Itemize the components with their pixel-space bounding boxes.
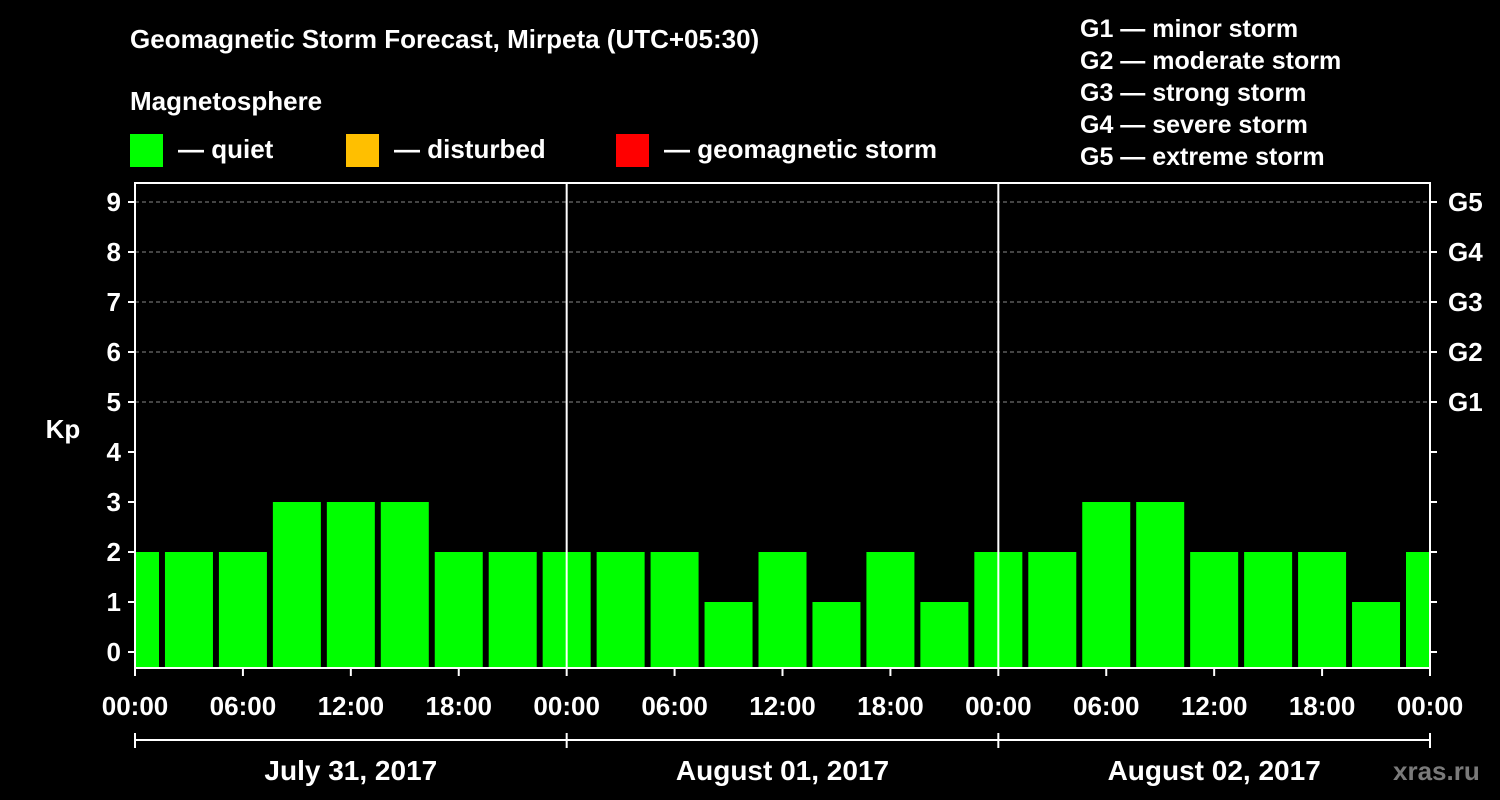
kp-bar [1352, 602, 1401, 668]
watermark: xras.ru [1393, 756, 1480, 786]
x-tick-label: 12:00 [1181, 691, 1248, 721]
g-scale-g3: G3 — strong storm [1080, 79, 1307, 107]
day-label: August 02, 2017 [1108, 755, 1321, 786]
kp-bar [1082, 502, 1131, 668]
kp-bar [1406, 552, 1429, 668]
kp-bar [326, 502, 375, 668]
kp-bar [704, 602, 753, 668]
x-tick-label: 06:00 [1073, 691, 1140, 721]
x-tick-label: 12:00 [318, 691, 385, 721]
x-tick-label: 00:00 [533, 691, 600, 721]
g-axis-label: G3 [1448, 287, 1483, 317]
kp-bar [1244, 552, 1293, 668]
x-tick-label: 00:00 [102, 691, 169, 721]
g-axis-label: G2 [1448, 337, 1483, 367]
kp-bar [272, 502, 321, 668]
x-tick-label: 06:00 [641, 691, 708, 721]
y-tick-label: 2 [107, 537, 121, 567]
legend-swatch-disturbed [346, 134, 379, 167]
y-tick-label: 1 [107, 587, 121, 617]
legend-label-storm: — geomagnetic storm [664, 134, 938, 164]
kp-bar [1190, 552, 1239, 668]
kp-bar [488, 552, 537, 668]
g-scale-g1: G1 — minor storm [1080, 15, 1299, 43]
kp-bar [434, 552, 483, 668]
y-axis-label: Kp [46, 414, 81, 444]
y-tick-label: 7 [107, 287, 121, 317]
kp-bar [650, 552, 699, 668]
legend-label-quiet: — quiet [178, 134, 274, 164]
x-tick-label: 00:00 [965, 691, 1032, 721]
y-tick-label: 9 [107, 187, 121, 217]
y-tick-label: 5 [107, 387, 121, 417]
x-tick-label: 00:00 [1397, 691, 1464, 721]
kp-bar [1028, 552, 1077, 668]
kp-bar [380, 502, 429, 668]
g-scale-g5: G5 — extreme storm [1080, 143, 1325, 171]
g-axis-label: G4 [1448, 237, 1483, 267]
magnetosphere-label: Magnetosphere [130, 86, 323, 116]
kp-bar [920, 602, 969, 668]
chart-title: Geomagnetic Storm Forecast, Mirpeta (UTC… [130, 24, 760, 54]
y-tick-label: 0 [107, 637, 121, 667]
y-tick-label: 4 [107, 437, 122, 467]
day-label: August 01, 2017 [676, 755, 889, 786]
g-axis-label: G1 [1448, 387, 1483, 417]
kp-bar [812, 602, 861, 668]
kp-bar [218, 552, 267, 668]
kp-bar [758, 552, 807, 668]
kp-bar [866, 552, 915, 668]
kp-bar [1136, 502, 1185, 668]
x-tick-label: 18:00 [1289, 691, 1356, 721]
legend-label-disturbed: — disturbed [394, 134, 546, 164]
g-scale-g2: G2 — moderate storm [1080, 47, 1342, 75]
x-tick-label: 18:00 [426, 691, 493, 721]
kp-bar [164, 552, 213, 668]
kp-bar [596, 552, 645, 668]
kp-bar [136, 552, 159, 668]
x-tick-label: 12:00 [749, 691, 816, 721]
legend-swatch-quiet [130, 134, 163, 167]
y-tick-label: 3 [107, 487, 121, 517]
legend-swatch-storm [616, 134, 649, 167]
y-tick-label: 8 [107, 237, 121, 267]
day-label: July 31, 2017 [264, 755, 437, 786]
x-tick-label: 18:00 [857, 691, 924, 721]
kp-bar [1298, 552, 1347, 668]
x-tick-label: 06:00 [210, 691, 277, 721]
y-tick-label: 6 [107, 337, 121, 367]
g-axis-label: G5 [1448, 187, 1483, 217]
g-scale-g4: G4 — severe storm [1080, 111, 1308, 139]
